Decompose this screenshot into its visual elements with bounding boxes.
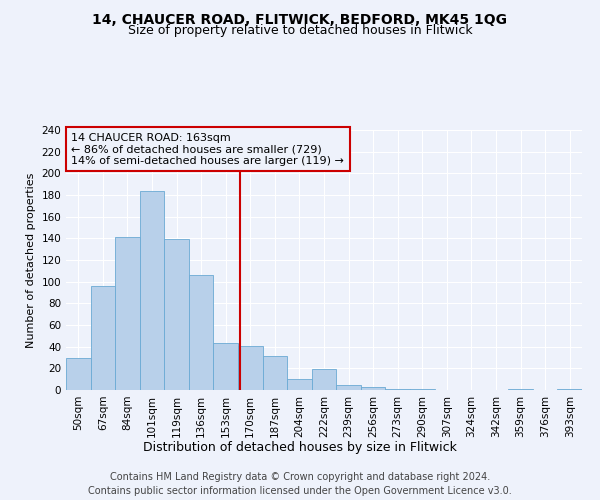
Bar (263, 356, 287, 390)
Bar (336, 384, 361, 390)
Bar (557, 389, 582, 390)
Bar (361, 387, 385, 390)
Bar (238, 346, 263, 390)
Bar (287, 379, 312, 390)
Bar (140, 190, 164, 390)
Bar (385, 389, 410, 390)
Text: 14 CHAUCER ROAD: 163sqm
← 86% of detached houses are smaller (729)
14% of semi-d: 14 CHAUCER ROAD: 163sqm ← 86% of detache… (71, 132, 344, 166)
Text: Distribution of detached houses by size in Flitwick: Distribution of detached houses by size … (143, 441, 457, 454)
Bar (115, 238, 140, 390)
Bar (410, 389, 434, 390)
Bar (189, 275, 214, 390)
Text: Contains public sector information licensed under the Open Government Licence v3: Contains public sector information licen… (88, 486, 512, 496)
Bar (66, 358, 91, 390)
Bar (164, 240, 189, 390)
Text: Contains HM Land Registry data © Crown copyright and database right 2024.: Contains HM Land Registry data © Crown c… (110, 472, 490, 482)
Bar (214, 344, 238, 390)
Text: 14, CHAUCER ROAD, FLITWICK, BEDFORD, MK45 1QG: 14, CHAUCER ROAD, FLITWICK, BEDFORD, MK4… (92, 12, 508, 26)
Bar (508, 389, 533, 390)
Bar (312, 370, 336, 390)
Text: Size of property relative to detached houses in Flitwick: Size of property relative to detached ho… (128, 24, 472, 37)
Y-axis label: Number of detached properties: Number of detached properties (26, 172, 36, 348)
Bar (91, 286, 115, 390)
